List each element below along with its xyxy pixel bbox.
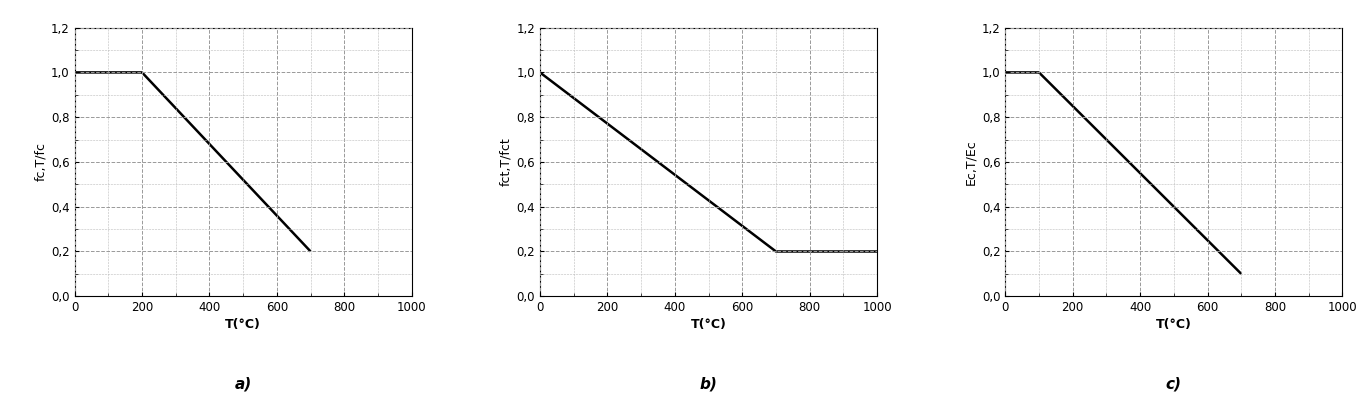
X-axis label: T(°C): T(°C) (690, 318, 727, 331)
Text: b): b) (700, 377, 717, 392)
X-axis label: T(°C): T(°C) (225, 318, 262, 331)
Y-axis label: fct,T/fct: fct,T/fct (499, 137, 513, 186)
Y-axis label: fc,T/fc: fc,T/fc (34, 143, 47, 181)
Y-axis label: Ec,T/Ec: Ec,T/Ec (964, 139, 978, 185)
X-axis label: T(°C): T(°C) (1155, 318, 1192, 331)
Text: c): c) (1166, 377, 1182, 392)
Text: a): a) (235, 377, 252, 392)
